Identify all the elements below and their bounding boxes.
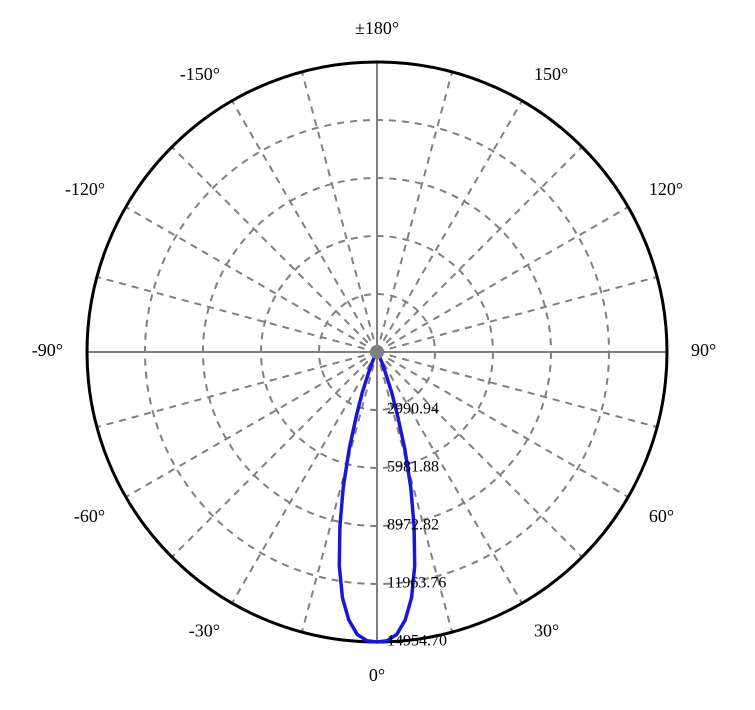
angle-label: ±180° bbox=[355, 18, 399, 38]
angle-label: -90° bbox=[32, 340, 63, 360]
angle-label: 0° bbox=[369, 665, 385, 685]
angle-label: 60° bbox=[649, 506, 674, 526]
ring-label: 8972.82 bbox=[387, 517, 439, 534]
ring-label: 2990.94 bbox=[387, 401, 439, 418]
ring-label: 11963.76 bbox=[387, 575, 446, 592]
angle-label: -60° bbox=[74, 506, 105, 526]
angle-label: 120° bbox=[649, 179, 683, 199]
ring-label: 5981.88 bbox=[387, 459, 439, 476]
angle-label: 90° bbox=[691, 340, 716, 360]
angle-label: -150° bbox=[180, 64, 220, 84]
angle-label: -120° bbox=[65, 179, 105, 199]
polar-center-marker bbox=[370, 345, 384, 359]
angle-label: 30° bbox=[534, 621, 559, 641]
ring-label: 14954.70 bbox=[387, 633, 447, 650]
angle-label: -30° bbox=[189, 621, 220, 641]
polar-chart: ±180° 150° 120° 90° 60° 30° 0° -30° -60° -90° -120… bbox=[0, 0, 755, 710]
angle-label: 150° bbox=[534, 64, 568, 84]
polar-chart-svg: ±180° 150° 120° 90° 60° 30° 0° -30° -60° -90° -120… bbox=[0, 0, 755, 710]
